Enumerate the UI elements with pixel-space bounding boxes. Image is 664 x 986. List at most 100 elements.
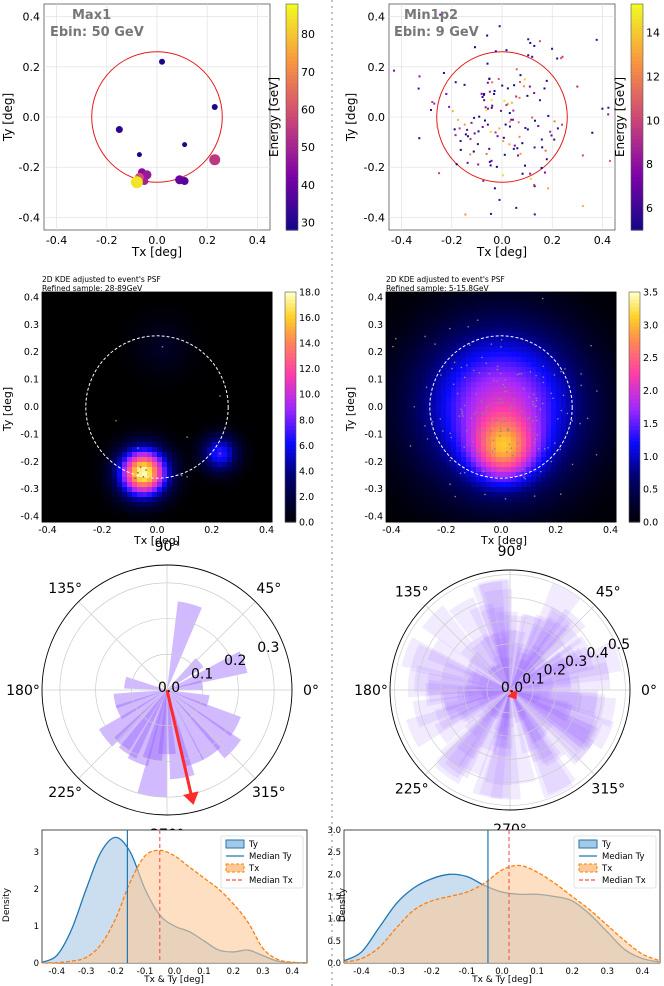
heat-cell <box>162 337 168 343</box>
heat-cell <box>541 327 547 333</box>
heat-cell <box>501 452 507 458</box>
heat-cell <box>431 412 437 418</box>
heat-cell <box>147 437 153 443</box>
event-dot <box>395 337 397 340</box>
heat-cell <box>117 297 123 303</box>
heat-cell <box>47 417 53 423</box>
heat-cell <box>391 502 397 508</box>
heat-cell <box>87 487 93 493</box>
heat-cell <box>546 472 552 478</box>
heat-cell <box>107 507 113 513</box>
colorbar-segment <box>629 330 640 335</box>
heat-cell <box>47 447 53 453</box>
event-dot <box>482 470 485 473</box>
heat-cell <box>57 502 63 508</box>
heat-cell <box>581 442 587 448</box>
heat-cell <box>127 412 133 418</box>
heat-cell <box>47 372 53 378</box>
heat-cell <box>267 507 273 513</box>
heat-cell <box>561 372 567 378</box>
heat-cell <box>222 517 228 523</box>
heat-cell <box>411 412 417 418</box>
heat-cell <box>386 327 392 333</box>
heat-cell <box>511 422 517 428</box>
heat-cell <box>511 517 517 523</box>
heat-cell <box>606 422 612 428</box>
colorbar-segment <box>285 403 296 408</box>
heat-cell <box>242 437 248 443</box>
heat-cell <box>57 462 63 468</box>
heat-cell <box>132 462 138 468</box>
heat-cell <box>601 427 607 433</box>
event-point <box>486 123 489 126</box>
heat-cell <box>82 442 88 448</box>
heat-cell <box>222 487 228 493</box>
heat-cell <box>137 467 143 473</box>
colorbar-segment <box>629 426 640 431</box>
y-tick-label: 0.2 <box>368 61 386 74</box>
heat-cell <box>496 427 502 433</box>
heat-cell <box>421 302 427 308</box>
event-dot <box>453 361 456 364</box>
event-dot <box>473 413 476 416</box>
heat-cell <box>416 342 422 348</box>
event-dot <box>542 381 545 384</box>
heat-cell <box>571 412 577 418</box>
heat-cell <box>197 367 203 373</box>
heat-cell <box>546 517 552 523</box>
heat-cell <box>586 332 592 338</box>
heat-cell <box>252 512 258 518</box>
heat-cell <box>212 492 218 498</box>
colorbar-segment <box>629 476 640 481</box>
heat-cell <box>242 292 248 298</box>
colorbar-segment <box>631 60 643 65</box>
heat-cell <box>217 472 223 478</box>
heat-cell <box>247 482 253 488</box>
heat-cell <box>112 362 118 368</box>
heat-cell <box>481 372 487 378</box>
heat-cell <box>187 397 193 403</box>
heat-cell <box>601 342 607 348</box>
heat-cell <box>566 382 572 388</box>
heat-cell <box>257 352 263 358</box>
heat-cell <box>67 372 73 378</box>
heat-cell <box>611 502 617 508</box>
heat-cell <box>82 512 88 518</box>
heat-cell <box>222 317 228 323</box>
heat-cell <box>112 402 118 408</box>
event-dot <box>142 475 145 478</box>
heat-cell <box>456 442 462 448</box>
kde-left-psf-circle <box>85 335 229 479</box>
heat-cell <box>466 317 472 323</box>
heat-cell <box>521 497 527 503</box>
heat-cell <box>431 327 437 333</box>
heat-cell <box>167 447 173 453</box>
heat-cell <box>107 447 113 453</box>
colorbar-segment <box>286 132 298 137</box>
heat-cell <box>122 447 128 453</box>
heat-cell <box>421 387 427 393</box>
heat-cell <box>611 312 617 318</box>
heat-cell <box>137 352 143 358</box>
heat-cell <box>586 402 592 408</box>
heat-cell <box>217 322 223 328</box>
heat-cell <box>72 327 78 333</box>
heat-cell <box>192 407 198 413</box>
heat-cell <box>591 327 597 333</box>
heat-cell <box>42 447 48 453</box>
heat-cell <box>222 397 228 403</box>
heat-cell <box>476 392 482 398</box>
heat-cell <box>57 352 63 358</box>
heat-cell <box>62 497 68 503</box>
heat-cell <box>257 407 263 413</box>
heat-cell <box>601 312 607 318</box>
heat-cell <box>77 492 83 498</box>
kde-right-ylabel: Ty [deg] <box>344 387 357 432</box>
event-dot <box>496 380 498 382</box>
heat-cell <box>52 387 58 393</box>
heat-cell <box>117 507 123 513</box>
heat-cell <box>426 492 432 498</box>
heat-cell <box>506 292 512 298</box>
heat-cell <box>461 462 467 468</box>
event-dot <box>552 397 554 400</box>
